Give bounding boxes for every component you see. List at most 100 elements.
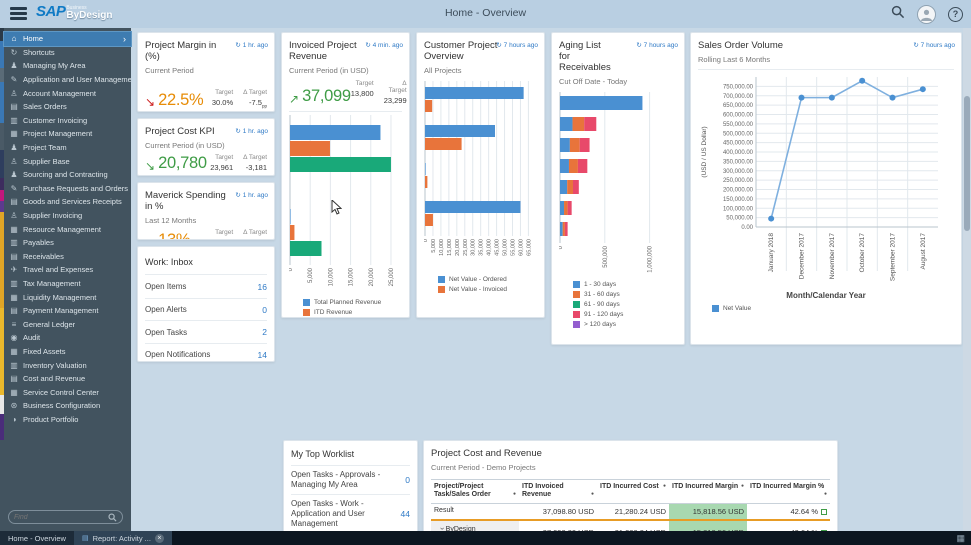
sidebar-item-goods-and-services-receipts[interactable]: ▤ Goods and Services Receipts bbox=[4, 195, 131, 209]
sidebar-item-receivables[interactable]: ▤ Receivables bbox=[4, 250, 131, 264]
legend-label: Total Planned Revenue bbox=[314, 299, 382, 307]
sidebar-item-label: Purchase Requests and Orders bbox=[23, 183, 129, 193]
sidebar-item-customer-invoicing[interactable]: ▥ Customer Invoicing bbox=[4, 114, 131, 128]
refresh-button[interactable]: ↻ 4 min. ago bbox=[365, 42, 403, 49]
sidebar-item-managing-my-area[interactable]: ♟ Managing My Area bbox=[4, 59, 131, 73]
taskbar-tab-home[interactable]: Home - Overview bbox=[0, 531, 74, 545]
column-menu-icon[interactable]: ● bbox=[740, 482, 744, 489]
sidebar-item-purchase-requests-and-orders[interactable]: ✎ Purchase Requests and Orders bbox=[4, 182, 131, 196]
sales-order-legend: Net Value bbox=[698, 304, 954, 314]
refresh-button[interactable]: ↻ 7 hours ago bbox=[636, 42, 678, 49]
taskbar-tab-report[interactable]: ▤ Report: Activity ... × bbox=[73, 531, 172, 545]
hamburger-menu-icon[interactable] bbox=[10, 7, 27, 20]
service-control-center-icon: ▦ bbox=[10, 387, 18, 397]
sidebar-item-supplier-invoicing[interactable]: ♙ Supplier Invoicing bbox=[4, 209, 131, 223]
worklist-label: Open Tasks - Approvals - Managing My Are… bbox=[291, 470, 381, 490]
worklist-row[interactable]: Open Tasks - Work - Application and User… bbox=[291, 494, 410, 533]
sidebar-item-general-ledger[interactable]: ≡ General Ledger bbox=[4, 317, 131, 331]
sidebar-item-payment-management[interactable]: ▤ Payment Management bbox=[4, 304, 131, 318]
refresh-button[interactable]: ↻ 1 hr. ago bbox=[235, 42, 268, 49]
tile-project-cost-kpi: Project Cost KPI ↻ 1 hr. ago Current Per… bbox=[137, 118, 275, 176]
sidebar-item-sourcing-and-contracting[interactable]: ♟ Sourcing and Contracting bbox=[4, 168, 131, 182]
tray-grid-icon[interactable]: ▦ bbox=[956, 532, 965, 543]
row-label-cell[interactable]: Result bbox=[431, 503, 519, 521]
sidebar-item-tax-management[interactable]: ▥ Tax Management bbox=[4, 277, 131, 291]
inbox-row[interactable]: Open Tasks 2 bbox=[145, 320, 267, 343]
table-row[interactable]: Result 37,098.80 USD 21,280.24 USD 15,818.5… bbox=[431, 503, 830, 521]
svg-text:November 2017: November 2017 bbox=[829, 233, 836, 280]
sidebar-item-label: General Ledger bbox=[23, 319, 76, 329]
svg-text:5,000: 5,000 bbox=[431, 239, 437, 253]
sidebar-item-travel-and-expenses[interactable]: ✈ Travel and Expenses bbox=[4, 263, 131, 277]
worklist-row[interactable]: Open Tasks - Approvals - Managing My Are… bbox=[291, 466, 410, 494]
legend-entry: Net Value - Ordered bbox=[438, 275, 537, 285]
inbox-count[interactable]: 14 bbox=[257, 349, 267, 360]
sidebar-item-sales-orders[interactable]: ▤ Sales Orders bbox=[4, 100, 131, 114]
cost-and-revenue-icon: ▤ bbox=[10, 374, 18, 384]
svg-text:August 2017: August 2017 bbox=[920, 233, 927, 270]
refresh-button[interactable]: ↻ 7 hours ago bbox=[496, 42, 538, 49]
sidebar-item-project-management[interactable]: ▦ Project Management bbox=[4, 127, 131, 141]
legend-entry: 31 - 60 days bbox=[573, 290, 677, 300]
inbox-count[interactable]: 16 bbox=[257, 281, 267, 292]
search-icon[interactable] bbox=[891, 5, 905, 24]
close-tab-icon[interactable]: × bbox=[154, 533, 164, 543]
sidebar-item-cost-and-revenue[interactable]: ▤ Cost and Revenue bbox=[4, 372, 131, 386]
svg-text:250,000.00: 250,000.00 bbox=[723, 178, 754, 184]
worklist-count[interactable]: 0 bbox=[405, 475, 410, 486]
aging-receivables-stacked-chart: 0 500,000 1,000,000 bbox=[558, 91, 677, 278]
inbox-row[interactable]: Open Alerts 0 bbox=[145, 297, 267, 321]
chevron-expanded-icon[interactable]: › bbox=[437, 526, 447, 530]
column-header[interactable]: ITD Incurred Margin % ● bbox=[747, 478, 830, 504]
sidebar-item-fixed-assets[interactable]: ▦ Fixed Assets bbox=[4, 345, 131, 359]
sidebar-find-box[interactable] bbox=[8, 510, 123, 524]
svg-text:500,000: 500,000 bbox=[603, 245, 609, 267]
legend-label: > 120 days bbox=[584, 321, 616, 329]
delta-target-label: Δ Target bbox=[243, 153, 267, 161]
column-menu-icon[interactable]: ● bbox=[823, 491, 827, 498]
sidebar-item-application-and-user-management[interactable]: ✎ Application and User Management bbox=[4, 73, 131, 87]
user-avatar[interactable] bbox=[917, 4, 936, 24]
sidebar-item-audit[interactable]: ◉ Audit bbox=[4, 331, 131, 345]
sidebar-item-label: Resource Management bbox=[23, 224, 101, 234]
inbox-row[interactable]: Open Notifications 14 bbox=[145, 342, 267, 361]
sidebar-item-supplier-base[interactable]: ♙ Supplier Base bbox=[4, 154, 131, 168]
mouse-cursor bbox=[331, 198, 343, 220]
sidebar-item-label: Cost and Revenue bbox=[23, 374, 86, 384]
inbox-count[interactable]: 0 bbox=[262, 304, 267, 315]
sidebar-item-project-team[interactable]: ♟ Project Team bbox=[4, 141, 131, 155]
vertical-scrollbar[interactable] bbox=[963, 28, 971, 531]
column-menu-icon[interactable]: ● bbox=[590, 491, 594, 498]
svg-text:40,000: 40,000 bbox=[487, 239, 493, 256]
sidebar-item-product-portfolio[interactable]: ◑ Product Portfolio bbox=[4, 413, 131, 427]
sidebar-item-service-control-center[interactable]: ▦ Service Control Center bbox=[4, 385, 131, 399]
sidebar-item-shortcuts[interactable]: ↻ Shortcuts bbox=[4, 46, 131, 60]
worklist-count[interactable]: 44 bbox=[400, 509, 410, 520]
sidebar-item-liquidity-management[interactable]: ▦ Liquidity Management bbox=[4, 290, 131, 304]
sidebar-item-resource-management[interactable]: ▦ Resource Management bbox=[4, 222, 131, 236]
sidebar-item-payables[interactable]: ▥ Payables bbox=[4, 236, 131, 250]
scrollbar-thumb[interactable] bbox=[964, 96, 970, 231]
refresh-button[interactable]: ↻ 1 hr. ago bbox=[235, 128, 268, 135]
sidebar-item-home[interactable]: ⌂ Home › bbox=[3, 31, 132, 47]
find-input[interactable] bbox=[14, 513, 108, 521]
column-header[interactable]: ITD Incurred Margin ● bbox=[669, 478, 747, 504]
help-icon[interactable]: ? bbox=[948, 6, 963, 22]
target-label: Target bbox=[215, 88, 234, 96]
column-header[interactable]: ITD Invoiced Revenue ● bbox=[519, 478, 597, 504]
column-menu-icon[interactable]: ● bbox=[512, 491, 516, 498]
cell-value: 21,280.24 USD bbox=[614, 506, 666, 516]
inbox-row[interactable]: Open Items 16 bbox=[145, 275, 267, 298]
column-header[interactable]: ITD Incurred Cost ● bbox=[597, 478, 669, 504]
refresh-button[interactable]: ↻ 1 hr. ago bbox=[235, 192, 268, 199]
purchase-requests-and-orders-icon: ✎ bbox=[10, 183, 18, 193]
refresh-button[interactable]: ↻ 7 hours ago bbox=[913, 42, 955, 49]
sidebar-item-business-configuration[interactable]: ⊛ Business Configuration bbox=[4, 399, 131, 413]
sidebar-item-account-management[interactable]: ♙ Account Management bbox=[4, 86, 131, 100]
checkbox-icon[interactable] bbox=[821, 508, 827, 515]
column-menu-icon[interactable]: ● bbox=[662, 482, 666, 489]
sidebar-category-strip bbox=[0, 28, 4, 531]
sidebar-item-inventory-valuation[interactable]: ▥ Inventory Valuation bbox=[4, 358, 131, 372]
inbox-count[interactable]: 2 bbox=[262, 327, 267, 338]
column-header[interactable]: Project/Project Task/Sales Order ● bbox=[431, 478, 519, 504]
